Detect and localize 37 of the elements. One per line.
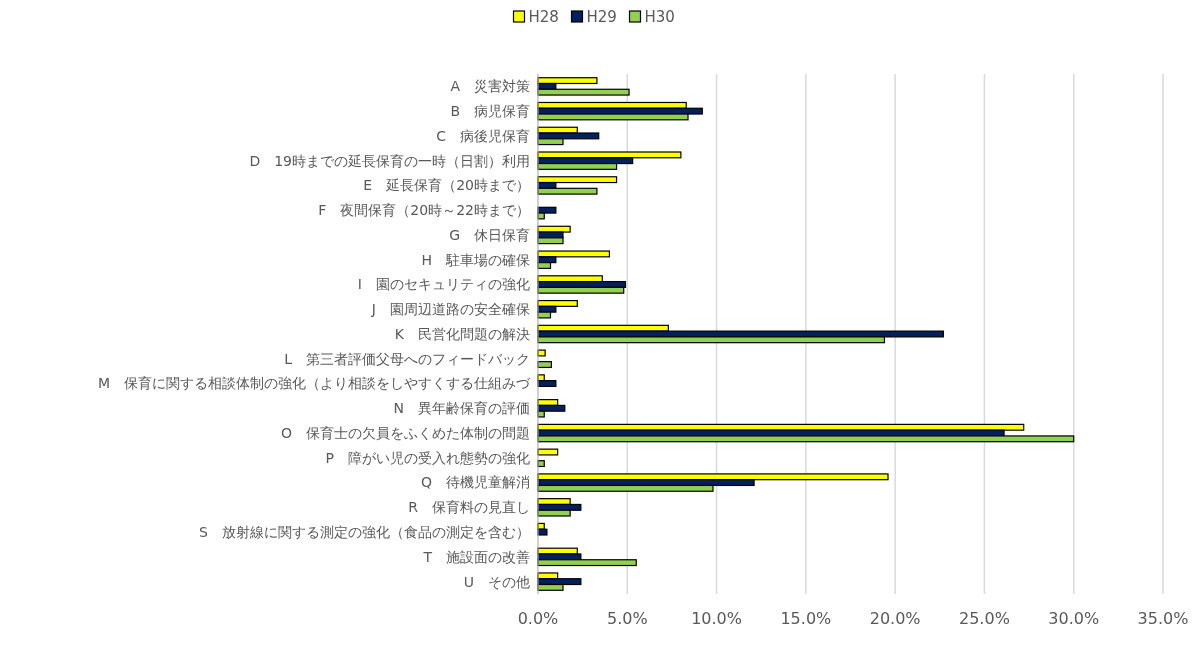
x-tick-label: 35.0% (1137, 609, 1189, 628)
x-tick-label: 15.0% (780, 609, 832, 628)
y-tick-label: N 異年齢保育の評価 (393, 400, 530, 417)
y-tick-label: S 放射線に関する測定の強化（食品の測定を含む） (199, 524, 530, 540)
y-tick-label: I 園のセキュリティの強化 (357, 276, 530, 293)
y-tick-label: J 園周辺道路の安全確保 (370, 301, 530, 318)
y-tick-label: O 保育士の欠員をふくめた体制の問題 (280, 424, 530, 441)
bar (537, 349, 546, 357)
y-tick-label: D 19時までの延長保育の一時（日割）利用 (249, 152, 530, 169)
x-tick-label: 5.0% (606, 609, 648, 628)
y-tick-label: B 病児保育 (450, 103, 530, 120)
bar (537, 77, 598, 85)
y-tick-label: E 延長保育（20時まで） (363, 177, 530, 194)
x-tick-label: 10.0% (691, 609, 742, 628)
legend-label: H29 (586, 8, 617, 26)
y-tick-label: U その他 (463, 573, 530, 590)
y-tick-label: H 駐車場の確保 (421, 251, 530, 268)
x-tick-label: 30.0% (1048, 609, 1100, 628)
x-tick-label: 0.0% (517, 609, 559, 628)
y-tick-label: A 災害対策 (450, 78, 530, 95)
y-tick-label: P 障がい児の受入れ態勢の強化 (325, 449, 530, 466)
y-tick-label: F 夜間保育（20時～22時まで） (318, 202, 530, 219)
x-tick-label: 25.0% (959, 609, 1010, 628)
x-tick-label: 20.0% (869, 609, 921, 628)
y-tick-label: T 施設面の改善 (422, 548, 530, 565)
legend-label: H28 (528, 8, 559, 26)
y-tick-label: K 民営化問題の解決 (394, 325, 530, 342)
bar (537, 361, 552, 369)
y-tick-label: L 第三者評価父母へのフィードバック (284, 350, 530, 367)
y-tick-label: C 病後児保育 (436, 127, 530, 144)
bar (537, 448, 559, 456)
y-tick-label: Q 待機児童解消 (420, 474, 530, 491)
bar (537, 176, 618, 184)
legend-label: H30 (644, 8, 675, 26)
y-tick-label: G 休日保育 (449, 226, 530, 243)
y-tick-label: R 保育料の見直し (408, 499, 530, 516)
y-tick-label: M 保育に関する相談体制の強化（より相談をしやすくする仕組みづ (97, 375, 531, 392)
